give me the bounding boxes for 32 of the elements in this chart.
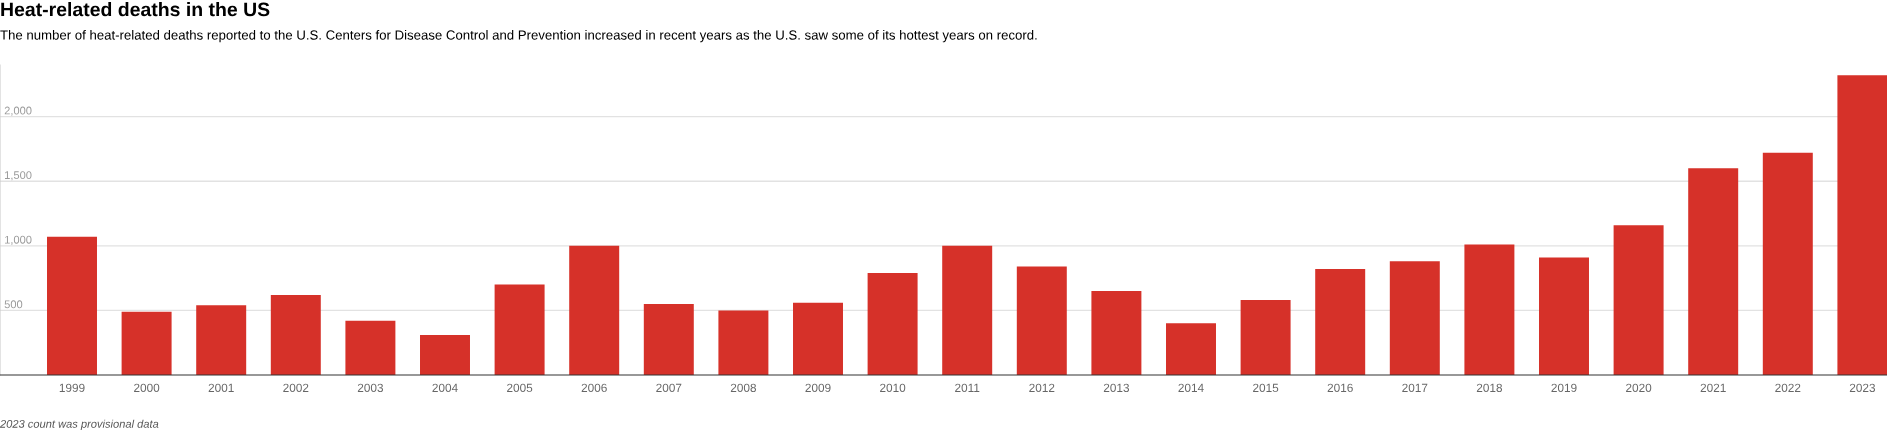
x-tick-label: 2022 [1775,383,1801,392]
x-tick-label: 2019 [1551,383,1577,392]
x-tick-label: 1999 [59,383,85,392]
x-tick-label: 2023 [1849,383,1876,392]
x-tick-label: 2000 [134,383,160,392]
x-tick-label: 2008 [730,383,757,392]
x-tick-label: 2001 [208,383,234,392]
x-tick-label: 2015 [1253,383,1279,392]
x-tick-label: 2017 [1402,383,1428,392]
x-tick-label: 2018 [1476,383,1503,392]
x-tick-label: 2005 [507,383,533,392]
x-tick-label: 2010 [880,383,906,392]
x-tick-label: 2013 [1103,383,1130,392]
y-tick-label: 1,000 [5,235,32,245]
x-tick-label: 2003 [357,383,384,392]
chart-subtitle: The number of heat-related deaths reported to the U.S. Centers for Disease Control and Prevention increased in recent years as the U.S. saw some of its hottest years on record. [0,30,1037,43]
x-tick-label: 2007 [656,383,682,392]
x-tick-label: 2006 [581,383,607,392]
y-tick-label: 500 [4,300,23,309]
y-tick-label: 1,500 [5,171,32,181]
y-tick-label: 2,000 [4,106,32,116]
x-tick-label: 2009 [805,383,831,392]
x-tick-label: 2002 [283,383,309,392]
chart-title: Heat-related deaths in the US [1,2,270,17]
x-tick-label: 2012 [1029,383,1055,392]
text: 2023 count was provisional data [0,419,159,430]
x-tick-label: 2021 [1700,383,1726,392]
x-tick-label: 2004 [432,383,458,392]
x-tick-label: 2014 [1178,383,1204,392]
x-tick-label: 2011 [955,383,980,392]
x-tick-label: 2016 [1327,383,1353,392]
x-tick-label: 2020 [1626,383,1652,392]
